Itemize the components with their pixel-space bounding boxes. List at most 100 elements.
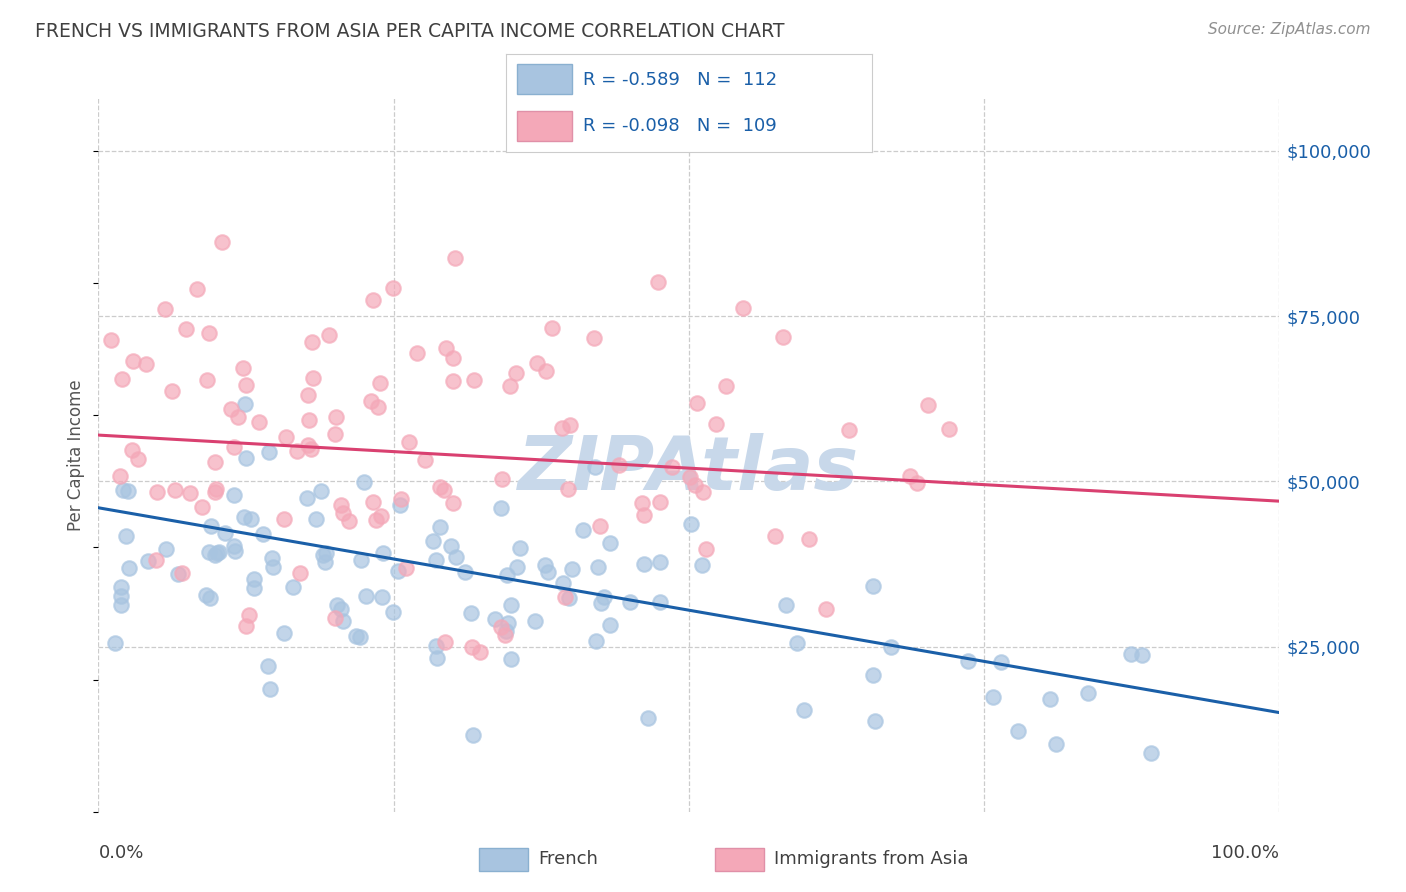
Point (238, 608, 260, 623)
Point (315, 546, 337, 560)
Point (463, 728, 485, 742)
Point (356, 589, 378, 603)
Point (433, 483, 456, 497)
Point (633, 557, 655, 571)
Point (127, 452, 149, 467)
Point (332, 614, 354, 628)
Point (1077, 686, 1099, 700)
Point (775, 599, 797, 613)
Point (360, 394, 382, 409)
Point (299, 442, 322, 456)
FancyBboxPatch shape (517, 112, 572, 141)
Point (558, 418, 581, 433)
Point (661, 459, 683, 474)
Point (108, 468, 131, 483)
Point (533, 558, 555, 573)
Point (179, 486, 201, 500)
Point (496, 615, 519, 630)
Point (121, 442, 143, 457)
Point (262, 559, 284, 574)
Point (204, 548, 226, 562)
Point (917, 398, 939, 412)
Point (763, 529, 786, 543)
Point (444, 550, 467, 565)
Point (695, 542, 717, 557)
Point (221, 401, 243, 416)
Point (1140, 746, 1163, 760)
Point (551, 575, 574, 590)
Point (387, 564, 409, 578)
Point (344, 629, 367, 643)
Point (814, 602, 837, 616)
Point (222, 440, 245, 454)
Point (1132, 648, 1154, 663)
Point (586, 560, 609, 574)
Point (371, 546, 394, 560)
Point (589, 518, 612, 533)
Point (166, 567, 188, 582)
Point (211, 235, 233, 249)
Point (690, 558, 713, 572)
Point (489, 620, 512, 634)
Point (205, 482, 228, 496)
Point (631, 496, 654, 510)
Point (540, 321, 562, 335)
Point (599, 535, 621, 549)
Point (561, 561, 583, 575)
Point (395, 561, 418, 575)
Point (900, 469, 922, 483)
Point (381, 281, 404, 295)
Point (1045, 737, 1067, 751)
Point (905, 475, 928, 490)
Point (534, 364, 557, 378)
Point (491, 500, 513, 515)
Point (526, 355, 548, 369)
Point (398, 435, 420, 450)
Text: French: French (537, 849, 598, 868)
Point (1039, 692, 1062, 706)
Point (686, 395, 709, 409)
Point (214, 525, 236, 540)
Point (460, 607, 482, 621)
Point (240, 512, 263, 526)
Point (592, 590, 614, 604)
Point (332, 506, 354, 520)
Point (650, 555, 672, 569)
Point (259, 444, 281, 458)
Point (389, 492, 412, 507)
Point (111, 483, 134, 498)
Point (235, 377, 257, 392)
Point (297, 388, 319, 402)
Text: 0.0%: 0.0% (98, 844, 143, 862)
Point (558, 591, 581, 605)
Point (425, 640, 447, 654)
Point (204, 485, 226, 500)
Point (862, 668, 884, 682)
Point (786, 636, 808, 650)
Point (509, 541, 531, 556)
Point (382, 606, 405, 620)
Point (337, 514, 360, 528)
Point (247, 415, 270, 429)
Point (434, 341, 457, 355)
Point (524, 614, 547, 628)
Point (367, 401, 389, 415)
Point (233, 397, 256, 411)
Point (499, 378, 522, 392)
Point (330, 498, 353, 512)
Point (650, 595, 672, 609)
Point (501, 651, 523, 665)
Point (110, 580, 132, 594)
Point (243, 573, 266, 587)
Point (731, 301, 754, 315)
Point (505, 366, 527, 380)
Point (349, 553, 371, 567)
Point (273, 625, 295, 640)
Point (198, 326, 221, 341)
Point (326, 598, 349, 612)
Point (619, 595, 641, 609)
Point (207, 546, 229, 560)
Point (288, 566, 311, 580)
Point (495, 624, 517, 639)
Point (484, 611, 506, 625)
